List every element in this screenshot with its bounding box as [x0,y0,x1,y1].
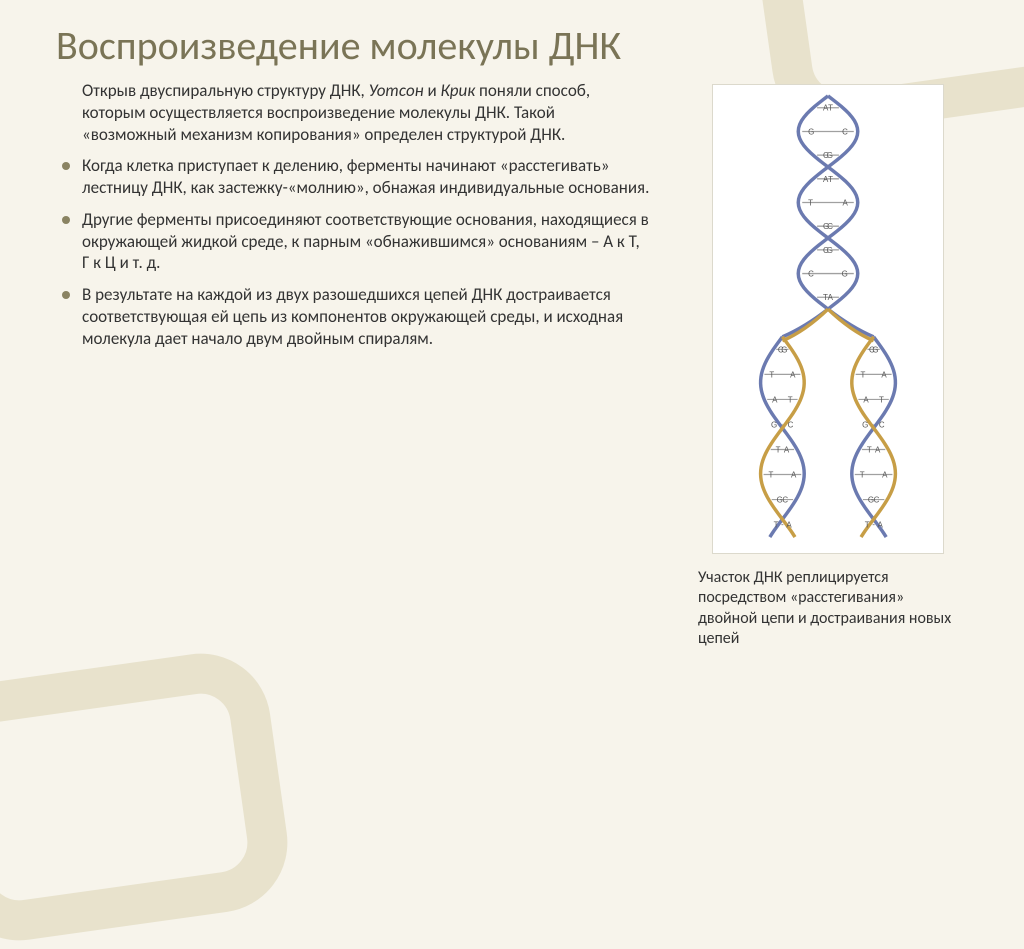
svg-text:T: T [865,521,870,530]
list-item: Когда клетка приступает к делению, ферме… [56,155,650,199]
svg-text:C: C [782,496,788,505]
list-item: В результате на каждой из двух разошедши… [56,284,650,349]
svg-text:T: T [808,198,813,207]
svg-text:G: G [862,420,868,429]
svg-text:C: C [842,127,848,136]
svg-text:A: A [882,470,888,479]
svg-text:T: T [788,395,793,404]
slide-container: Воспроизведение молекулы ДНК Открыв двус… [0,0,1024,767]
intro-and: и [424,80,441,101]
dna-diagram: ATGCCGATTAGCCGCGTA GCTAATCGTATAGCAT GCTA… [712,84,944,554]
intro-paragraph: Открыв двуспиральную структуру ДНК, Уотс… [56,80,650,145]
svg-text:T: T [867,445,872,454]
svg-text:C: C [827,222,833,231]
intro-author2: Крик [441,80,476,101]
svg-text:C: C [778,345,784,354]
intro-author1: Уотсон [369,80,424,101]
svg-text:T: T [769,370,774,379]
svg-text:A: A [863,395,869,404]
svg-text:A: A [791,470,797,479]
svg-text:C: C [788,420,794,429]
svg-text:C: C [808,270,814,279]
svg-text:T: T [861,370,866,379]
svg-text:A: A [790,370,796,379]
list-item: Другие ферменты присоединяют соответству… [56,209,650,274]
svg-text:C: C [879,420,885,429]
svg-text:T: T [769,470,774,479]
svg-text:A: A [786,521,792,530]
svg-text:A: A [878,521,884,530]
figure-column: ATGCCGATTAGCCGCGTA GCTAATCGTATAGCAT GCTA… [666,80,990,747]
svg-text:A: A [784,445,790,454]
svg-text:G: G [771,420,777,429]
svg-text:A: A [772,395,778,404]
svg-text:A: A [881,370,887,379]
bullet-list: Когда клетка приступает к делению, ферме… [56,155,650,349]
text-column: Открыв двуспиральную структуру ДНК, Уотс… [56,80,666,747]
svg-text:C: C [874,496,880,505]
figure-caption: Участок ДНК реплицируется посредством «р… [698,568,958,650]
svg-text:C: C [869,345,875,354]
svg-text:G: G [842,270,848,279]
svg-text:G: G [827,246,833,255]
svg-text:T: T [774,521,779,530]
svg-text:T: T [828,104,833,113]
svg-text:G: G [827,151,833,160]
page-title: Воспроизведение молекулы ДНК [56,24,990,68]
svg-text:A: A [875,445,881,454]
content-row: Открыв двуспиральную структуру ДНК, Уотс… [56,80,990,747]
svg-text:G: G [808,127,814,136]
intro-lead: Открыв двуспиральную структуру ДНК, [82,80,369,101]
svg-text:T: T [860,470,865,479]
svg-text:T: T [776,445,781,454]
svg-text:T: T [879,395,884,404]
svg-text:A: A [828,293,834,302]
svg-text:A: A [843,198,849,207]
svg-text:T: T [828,175,833,184]
